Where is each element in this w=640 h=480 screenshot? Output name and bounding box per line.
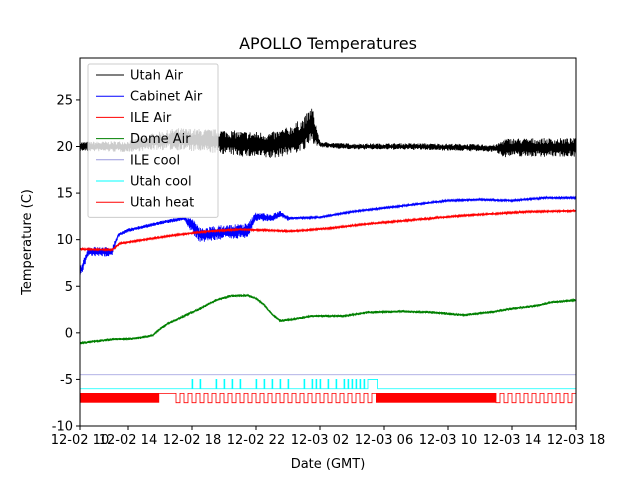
legend-label: Dome Air <box>130 132 191 147</box>
legend-label: Utah heat <box>130 196 194 211</box>
series-line-utah-heat <box>80 392 576 404</box>
x-tick-label: 12-02 10 <box>51 433 109 448</box>
x-tick-label: 12-03 18 <box>547 433 605 448</box>
y-tick-label: 5 <box>65 280 73 295</box>
x-tick-label: 12-02 18 <box>163 433 221 448</box>
legend-label: Utah cool <box>130 175 192 190</box>
x-tick-label: 12-02 22 <box>227 433 285 448</box>
series-line-dome-air <box>80 293 576 345</box>
series-line-ile-air <box>80 208 576 253</box>
y-tick-label: -10 <box>52 420 73 435</box>
plot-frame <box>79 57 577 427</box>
y-tick-label: 15 <box>56 187 73 202</box>
series-utah-heat-block <box>376 393 496 403</box>
x-tick-label: 12-03 06 <box>355 433 413 448</box>
x-tick-label: 12-03 02 <box>291 433 349 448</box>
y-tick-label: -5 <box>60 373 73 388</box>
y-axis-label: Temperature (C) <box>20 189 35 296</box>
y-axis: -10 -5 0 5 10 15 20 25 <box>52 93 80 435</box>
legend-label: Utah Air <box>130 69 183 84</box>
legend-box <box>87 63 219 218</box>
y-tick-label: 25 <box>56 93 73 108</box>
chart-title: APOLLO Temperatures <box>239 34 417 53</box>
y-tick-label: 0 <box>65 326 73 341</box>
y-tick-label: 20 <box>56 140 73 155</box>
y-tick-label: 10 <box>56 233 73 248</box>
series-utah-heat-block <box>80 393 160 403</box>
series-line-cabinet-air <box>80 195 576 275</box>
series-line-utah-cool <box>80 379 576 390</box>
x-tick-label: 12-03 10 <box>419 433 477 448</box>
legend: Utah Air Cabinet Air ILE Air Dome Air ILE co… <box>87 63 219 218</box>
legend-label: Cabinet Air <box>130 90 203 105</box>
legend-label: ILE cool <box>130 153 180 168</box>
plot-area <box>80 108 576 404</box>
legend-label: ILE Air <box>130 111 172 126</box>
x-tick-label: 12-02 14 <box>99 433 157 448</box>
x-axis-label: Date (GMT) <box>291 457 366 472</box>
x-tick-label: 12-03 14 <box>483 433 541 448</box>
